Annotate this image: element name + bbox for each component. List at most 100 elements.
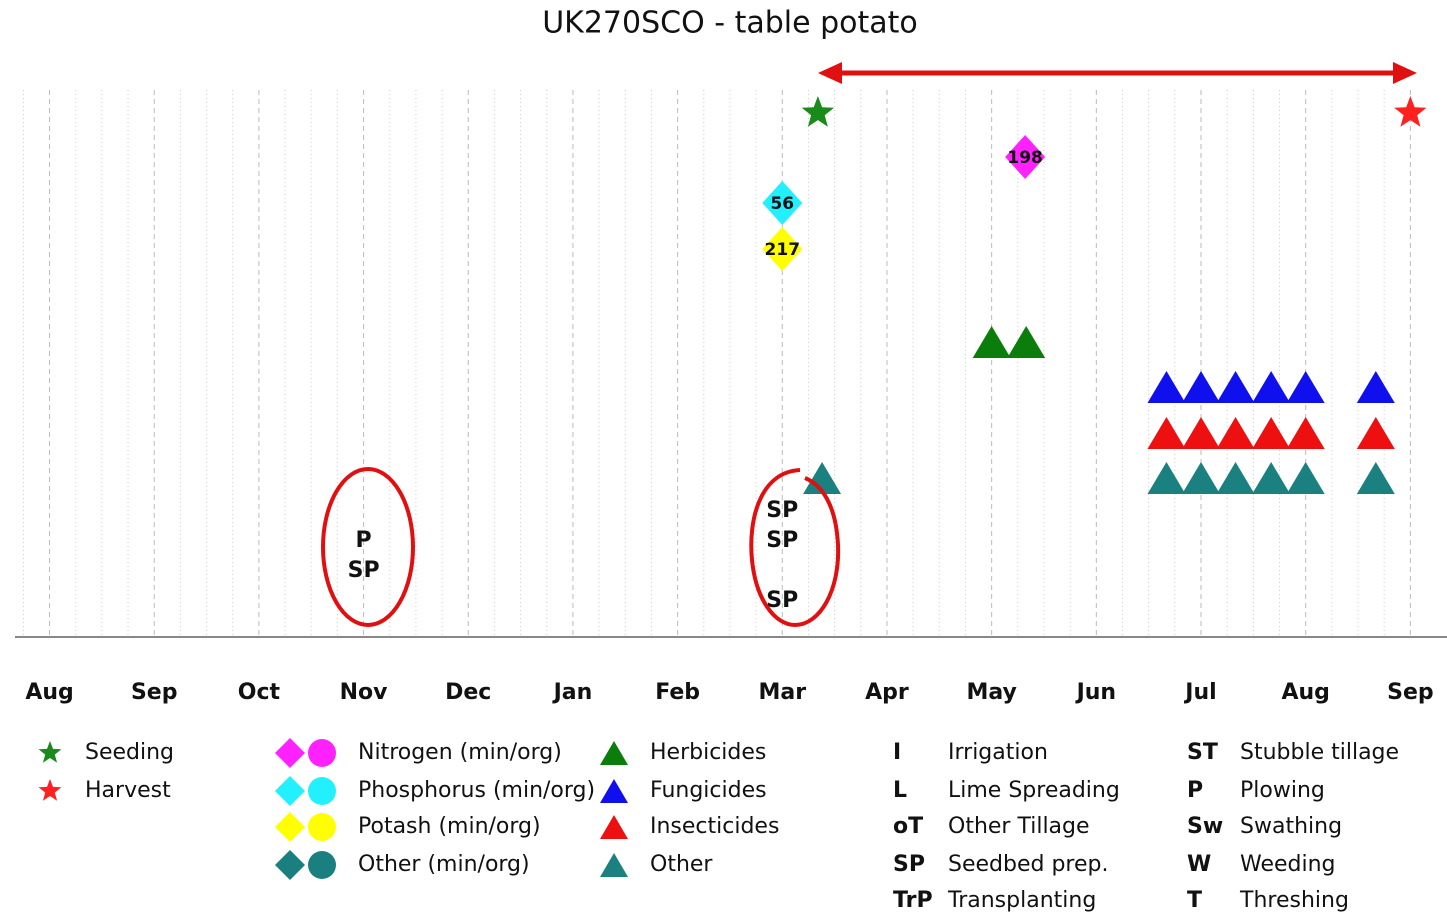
triangle-marker xyxy=(1216,417,1255,449)
triangle-marker xyxy=(1216,462,1255,494)
diamond-marker xyxy=(275,738,305,768)
x-tick-label: Sep xyxy=(131,680,178,705)
circle-marker xyxy=(308,813,336,841)
legend-code: TrP xyxy=(893,888,933,913)
legend-label: Other (min/org) xyxy=(358,852,530,877)
legend-label: Threshing xyxy=(1239,888,1349,913)
legend-label: Phosphorus (min/org) xyxy=(358,778,595,803)
annotation-ellipse xyxy=(321,467,415,627)
triangle-marker xyxy=(1182,462,1221,494)
legend: Seeding Harvest Nitrogen (min/org) Phosphor… xyxy=(38,738,1399,913)
diamond-marker xyxy=(275,776,305,806)
legend-label: Fungicides xyxy=(650,778,767,803)
x-tick-label: Dec xyxy=(445,680,491,705)
legend-code: P xyxy=(1187,778,1203,803)
triangle-marker xyxy=(1286,371,1325,403)
triangle-marker xyxy=(972,326,1011,358)
x-tick-label: Jul xyxy=(1183,680,1216,705)
triangle-marker xyxy=(1356,417,1395,449)
circle-marker xyxy=(308,777,336,805)
x-tick-label: Sep xyxy=(1387,680,1434,705)
star-marker xyxy=(801,96,835,127)
legend-label: Herbicides xyxy=(650,740,766,765)
legend-code: SP xyxy=(893,852,925,877)
x-tick-label: Apr xyxy=(865,680,909,705)
triangle-marker xyxy=(1216,371,1255,403)
legend-code: T xyxy=(1187,888,1202,913)
arrow-head xyxy=(818,62,842,84)
x-tick-label: Oct xyxy=(238,680,281,705)
legend-label: Potash (min/org) xyxy=(358,814,541,839)
triangle-marker xyxy=(1182,371,1221,403)
legend-code: I xyxy=(893,740,901,765)
triangle-marker xyxy=(1147,417,1186,449)
star-marker xyxy=(38,779,62,801)
x-tick-label: May xyxy=(966,680,1016,705)
chart-title: UK270SCO - table potato xyxy=(542,6,918,41)
triangle-marker xyxy=(1252,371,1291,403)
star-marker xyxy=(1394,96,1427,127)
legend-label: Plowing xyxy=(1240,778,1325,803)
triangle-marker xyxy=(600,815,628,839)
triangle-marker xyxy=(1007,326,1046,358)
legend-label: Seedbed prep. xyxy=(948,852,1108,877)
legend-label: Insecticides xyxy=(650,814,779,839)
triangle-marker xyxy=(1356,371,1395,403)
legend-code: ST xyxy=(1187,740,1218,765)
triangle-marker xyxy=(1147,371,1186,403)
triangle-marker xyxy=(600,741,628,765)
legend-label: Nitrogen (min/org) xyxy=(358,740,562,765)
diamond-marker xyxy=(762,227,803,271)
triangle-marker xyxy=(1252,417,1291,449)
data-label: 198 xyxy=(1007,148,1043,168)
star-marker xyxy=(38,741,62,763)
triangle-marker xyxy=(600,779,628,803)
legend-code: Sw xyxy=(1187,814,1223,839)
operation-label: SP xyxy=(348,558,380,583)
x-tick-label: Aug xyxy=(25,680,73,705)
operation-label: SP xyxy=(766,588,798,613)
plot: 198 56 217 P SP SP SP SP xyxy=(15,90,1447,638)
operation-label: P xyxy=(356,528,372,553)
x-tick-label: Nov xyxy=(340,680,389,705)
operation-label: SP xyxy=(766,498,798,523)
data-label: 217 xyxy=(765,240,801,260)
triangle-marker xyxy=(1252,462,1291,494)
legend-label: Seeding xyxy=(85,740,174,765)
triangle-marker xyxy=(1286,417,1325,449)
legend-code: L xyxy=(893,778,907,803)
data-label: 56 xyxy=(770,194,794,214)
diamond-marker xyxy=(762,181,803,225)
operation-label: SP xyxy=(766,528,798,553)
legend-label: Lime Spreading xyxy=(948,778,1120,803)
legend-label: Swathing xyxy=(1240,814,1342,839)
legend-label: Stubble tillage xyxy=(1240,740,1399,765)
x-tick-label: Aug xyxy=(1281,680,1329,705)
diamond-marker xyxy=(1005,135,1046,179)
arrow-head xyxy=(1393,62,1417,84)
legend-code: W xyxy=(1187,852,1211,877)
diamond-marker xyxy=(275,850,305,880)
x-tick-label: Jan xyxy=(552,680,593,705)
triangle-marker xyxy=(600,853,628,877)
x-tick-label: Feb xyxy=(655,680,700,705)
legend-label: Transplanting xyxy=(947,888,1096,913)
triangle-marker xyxy=(1356,462,1395,494)
triangle-marker xyxy=(1286,462,1325,494)
legend-label: Other Tillage xyxy=(948,814,1090,839)
legend-label: Irrigation xyxy=(948,740,1048,765)
annotation-ellipse xyxy=(749,468,841,628)
x-tick-label: Jun xyxy=(1075,680,1117,705)
triangle-marker xyxy=(803,462,842,494)
legend-label: Other xyxy=(650,852,713,877)
legend-label: Harvest xyxy=(85,778,171,803)
x-tick-label: Mar xyxy=(758,680,806,705)
diamond-marker xyxy=(275,812,305,842)
circle-marker xyxy=(308,739,336,767)
triangle-marker xyxy=(1182,417,1221,449)
legend-code: oT xyxy=(893,814,923,839)
circle-marker xyxy=(308,851,336,879)
triangle-marker xyxy=(1147,462,1186,494)
legend-label: Weeding xyxy=(1240,852,1336,877)
